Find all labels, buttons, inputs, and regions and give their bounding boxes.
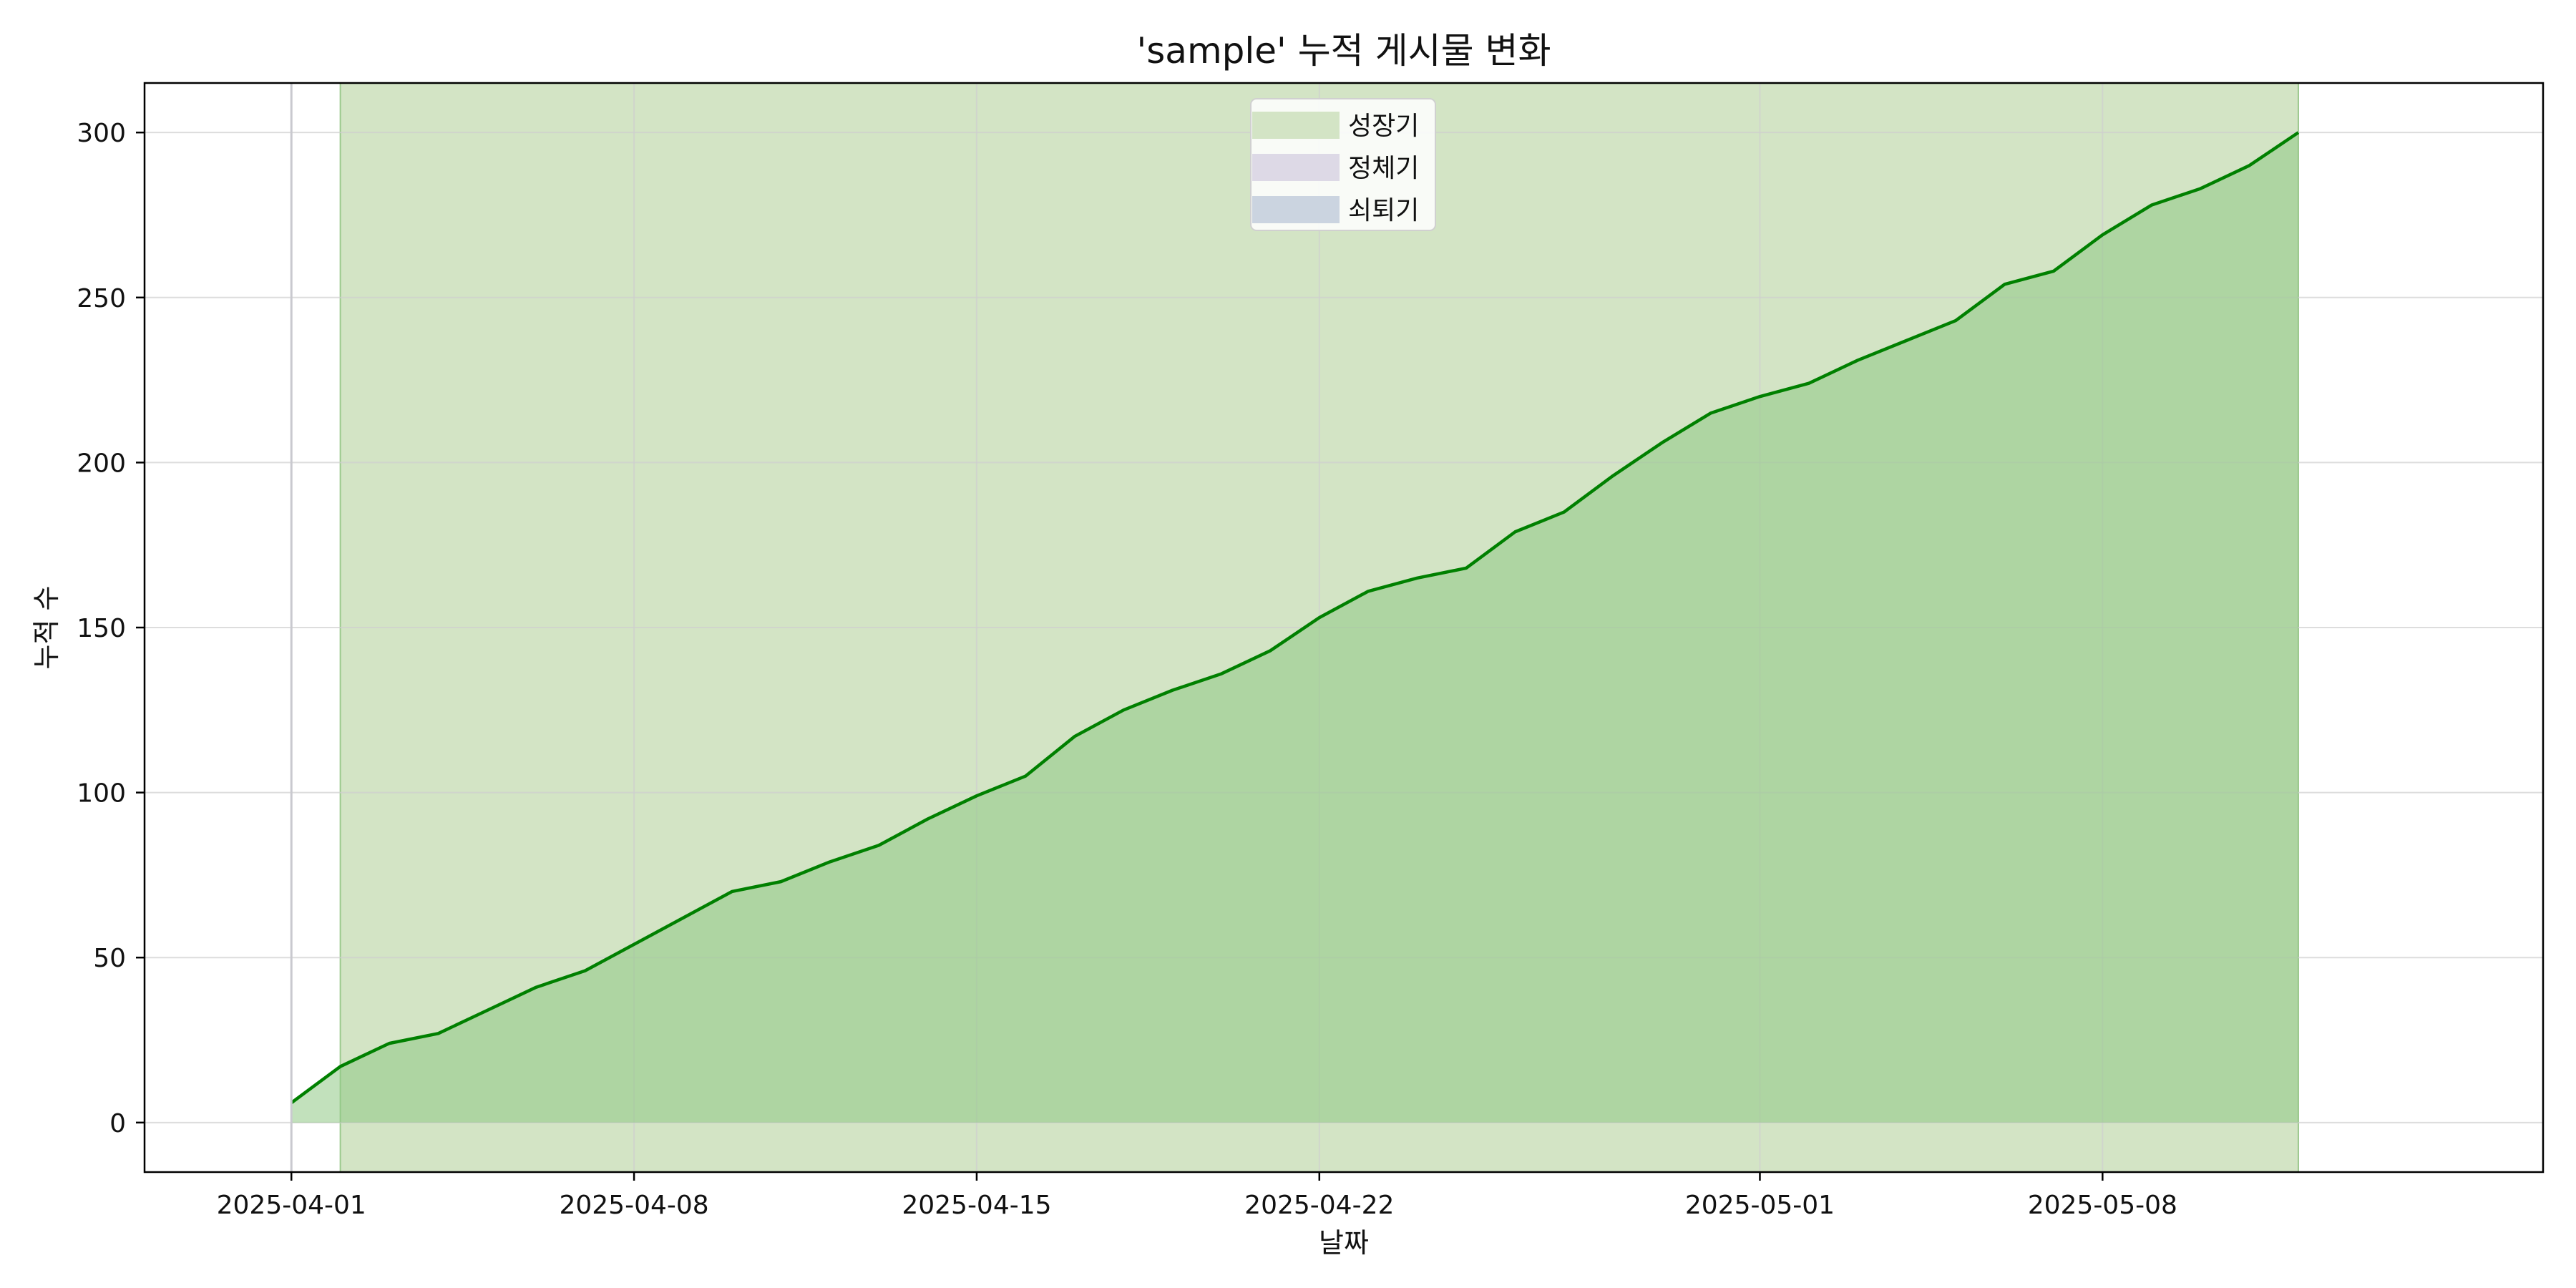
x-tick-label: 2025-04-08 [559, 1191, 708, 1220]
series-line [290, 131, 2300, 1104]
y-tick-label: 100 [77, 779, 126, 809]
y-axis: 0 50 100 150 200 250 300 [77, 119, 145, 1138]
x-tick-label: 2025-04-15 [902, 1191, 1051, 1220]
x-axis-label: 날짜 [1319, 1227, 1369, 1259]
legend-label-1: 성장기 [1348, 112, 1419, 141]
x-tick-label: 2025-04-01 [217, 1191, 366, 1220]
x-tick-label: 2025-04-22 [1244, 1191, 1394, 1220]
chart-title: 'sample' 누적 게시물 변화 [1137, 30, 1551, 72]
y-tick-label: 200 [77, 449, 126, 478]
legend-label-2: 정체기 [1348, 154, 1419, 183]
y-tick-label: 250 [77, 284, 126, 313]
legend-swatch-3 [1252, 196, 1340, 223]
y-axis-label: 누적 수 [31, 586, 62, 670]
series-area [291, 132, 2298, 1123]
legend-label-3: 쇠퇴기 [1348, 196, 1419, 225]
y-tick-label: 150 [77, 614, 126, 643]
x-tick-label: 2025-05-01 [1685, 1191, 1835, 1220]
y-tick-label: 300 [77, 119, 126, 148]
plot-area [143, 82, 2545, 1174]
y-tick-label: 50 [93, 944, 126, 973]
x-tick-label: 2025-05-08 [2028, 1191, 2177, 1220]
legend-swatch-2 [1252, 154, 1340, 181]
legend-swatch-1 [1252, 112, 1340, 139]
x-axis: 2025-04-01 2025-04-08 2025-04-15 2025-04-22… [217, 1172, 2177, 1220]
y-tick-label: 0 [109, 1109, 126, 1138]
